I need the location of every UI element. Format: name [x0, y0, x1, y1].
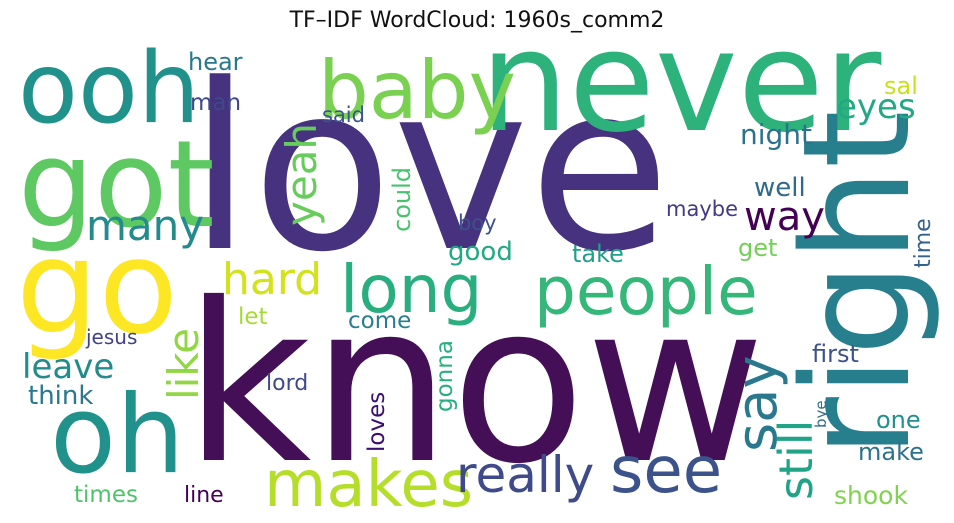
word-like: like	[159, 328, 208, 400]
word-never: never	[480, 1, 882, 164]
word-gonna: gonna	[432, 340, 458, 412]
word-makes: makes	[264, 448, 473, 522]
word-well: well	[754, 173, 806, 203]
word-maybe: maybe	[666, 197, 738, 221]
word-still: still	[769, 420, 823, 500]
word-sal: sal	[884, 72, 918, 100]
word-really: really	[456, 446, 594, 504]
word-could: could	[388, 167, 416, 232]
word-eyes: eyes	[836, 87, 916, 127]
word-make: make	[858, 438, 924, 466]
word-yeah: yeah	[277, 123, 326, 226]
word-baby: baby	[318, 44, 516, 137]
word-boy: boy	[458, 211, 497, 235]
word-got: got	[18, 116, 215, 255]
word-go: go	[16, 211, 178, 363]
word-said: said	[322, 103, 365, 127]
word-jesus: jesus	[85, 325, 137, 349]
word-shook: shook	[834, 481, 908, 510]
word-one: one	[876, 406, 921, 434]
word-hard: hard	[222, 254, 322, 305]
word-take: take	[572, 240, 624, 268]
word-bye: bye	[812, 400, 830, 428]
word-right: right	[771, 110, 943, 458]
word-oh: oh	[50, 373, 185, 498]
word-times: times	[74, 482, 138, 508]
word-love: love	[188, 36, 670, 303]
word-man: man	[190, 90, 241, 116]
word-people: people	[534, 253, 758, 330]
word-night: night	[740, 118, 812, 151]
word-come: come	[348, 308, 411, 334]
word-way: way	[744, 194, 825, 240]
word-good: good	[448, 237, 513, 267]
word-hear: hear	[188, 48, 243, 76]
word-leave: leave	[22, 347, 114, 387]
word-time: time	[911, 218, 936, 268]
word-know: know	[184, 256, 765, 512]
word-long: long	[340, 251, 482, 328]
word-think: think	[28, 381, 93, 411]
word-loves: loves	[364, 392, 390, 452]
word-let: let	[238, 304, 268, 330]
word-get: get	[738, 234, 777, 262]
word-many: many	[86, 201, 204, 250]
word-ooh: ooh	[18, 32, 200, 146]
word-line: line	[184, 483, 224, 508]
word-see: see	[610, 434, 722, 508]
word-say: say	[725, 355, 790, 452]
word-lord: lord	[266, 371, 308, 396]
word-first: first	[812, 340, 859, 368]
chart-title: TF–IDF WordCloud: 1960s_comm2	[289, 8, 665, 33]
